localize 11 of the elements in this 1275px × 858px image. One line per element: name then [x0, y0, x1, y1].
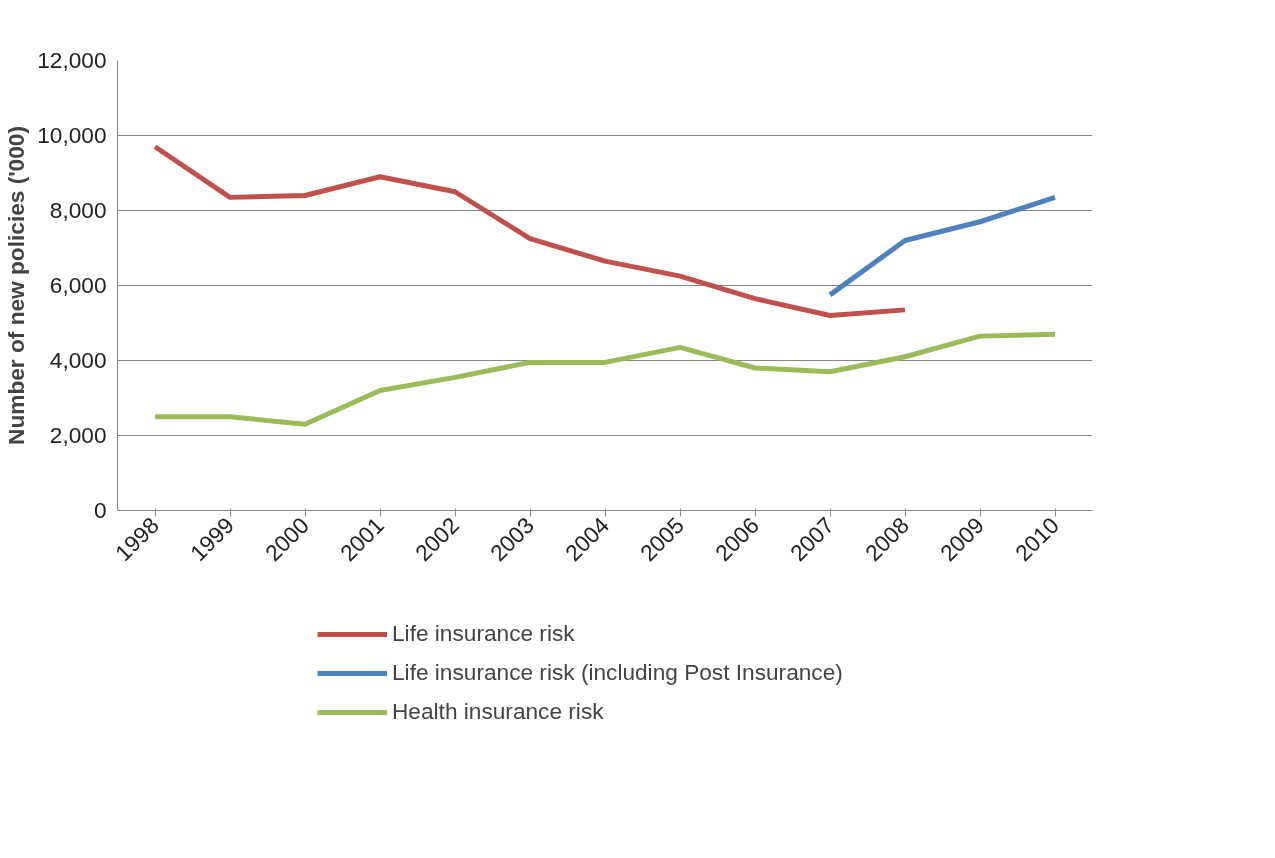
- y-tick-label: 4,000: [49, 347, 107, 373]
- legend-label: Life insurance risk (including Post Insurance): [392, 659, 843, 686]
- y-tick-label: 12,000: [37, 47, 107, 73]
- y-tick-label: 2,000: [49, 422, 107, 448]
- legend-label: Life insurance risk: [392, 620, 575, 647]
- y-axis-title: Number of new policies ('000): [3, 126, 30, 445]
- y-tick-label: 10,000: [37, 122, 107, 148]
- legend-label: Health insurance risk: [392, 698, 604, 725]
- y-tick-label: 0: [93, 497, 107, 523]
- y-tick-label: 8,000: [49, 197, 107, 223]
- y-tick-label: 6,000: [49, 272, 107, 298]
